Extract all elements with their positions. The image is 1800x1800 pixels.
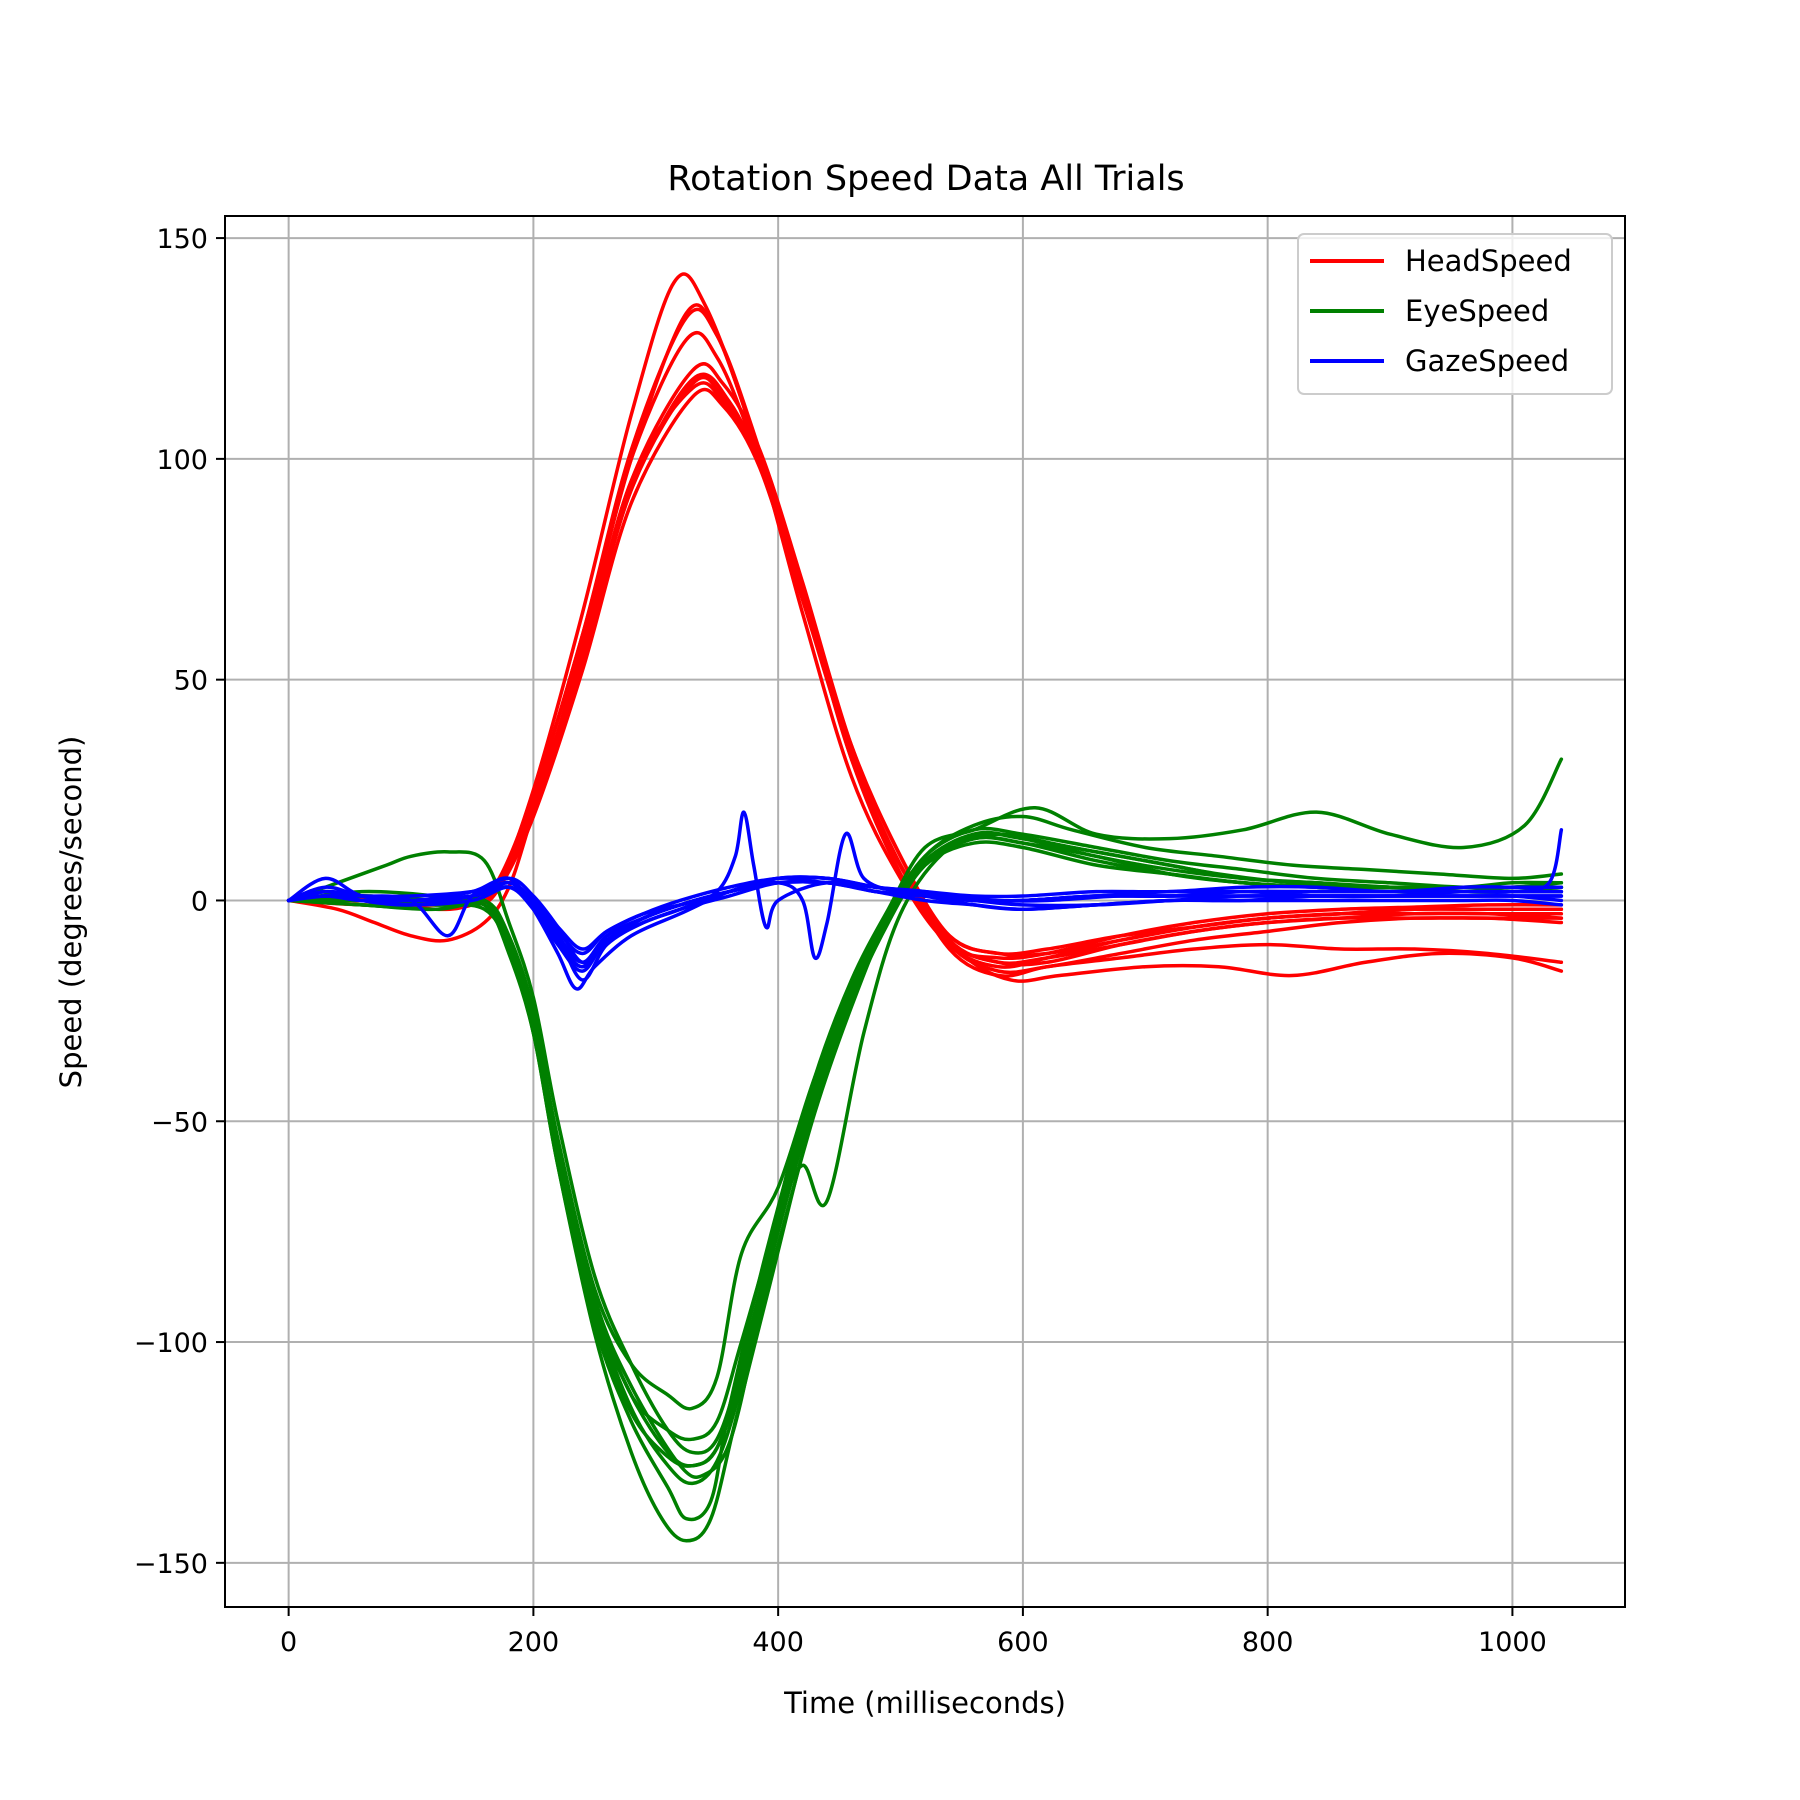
y-tick-label: −50 bbox=[151, 1107, 208, 1138]
x-tick-label: 200 bbox=[508, 1627, 560, 1658]
legend-box bbox=[1297, 233, 1613, 395]
y-tick-label: 100 bbox=[156, 445, 208, 476]
legend-item-gazespeed: GazeSpeed bbox=[1310, 344, 1569, 378]
chart-title: Rotation Speed Data All Trials bbox=[667, 159, 1184, 199]
eyespeed-trial-line bbox=[286, 826, 1564, 1468]
x-tick-label: 800 bbox=[1242, 1627, 1294, 1658]
legend-item-eyespeed: EyeSpeed bbox=[1310, 294, 1549, 328]
legend-label-eyespeed: EyeSpeed bbox=[1405, 294, 1549, 328]
series-lines bbox=[286, 272, 1564, 1543]
legend-label-headspeed: HeadSpeed bbox=[1405, 244, 1572, 278]
x-axis-label: Time (milliseconds) bbox=[783, 1686, 1066, 1720]
legend-item-headspeed: HeadSpeed bbox=[1310, 244, 1572, 278]
gazespeed-trial-line bbox=[286, 875, 1564, 951]
x-tick-label: 1000 bbox=[1478, 1627, 1547, 1658]
gazespeed-trial-line bbox=[286, 879, 1564, 969]
y-tick-label: 0 bbox=[191, 886, 208, 917]
legend-label-gazespeed: GazeSpeed bbox=[1405, 344, 1569, 378]
axis-ticks: 0 200 400 600 800 1000 150 100 50 0 −50 −100 −150 bbox=[134, 224, 1547, 1658]
y-tick-label: −150 bbox=[134, 1549, 208, 1580]
x-tick-label: 400 bbox=[752, 1627, 804, 1658]
x-tick-label: 600 bbox=[997, 1627, 1049, 1658]
y-tick-label: −100 bbox=[134, 1328, 208, 1359]
y-axis-label: Speed (degrees/second) bbox=[54, 736, 88, 1089]
x-tick-label: 0 bbox=[280, 1627, 297, 1658]
y-tick-label: 150 bbox=[156, 224, 208, 255]
y-tick-label: 50 bbox=[174, 666, 208, 697]
legend: HeadSpeed EyeSpeed GazeSpeed bbox=[1297, 233, 1613, 395]
plot-area-frame bbox=[224, 215, 1626, 1608]
